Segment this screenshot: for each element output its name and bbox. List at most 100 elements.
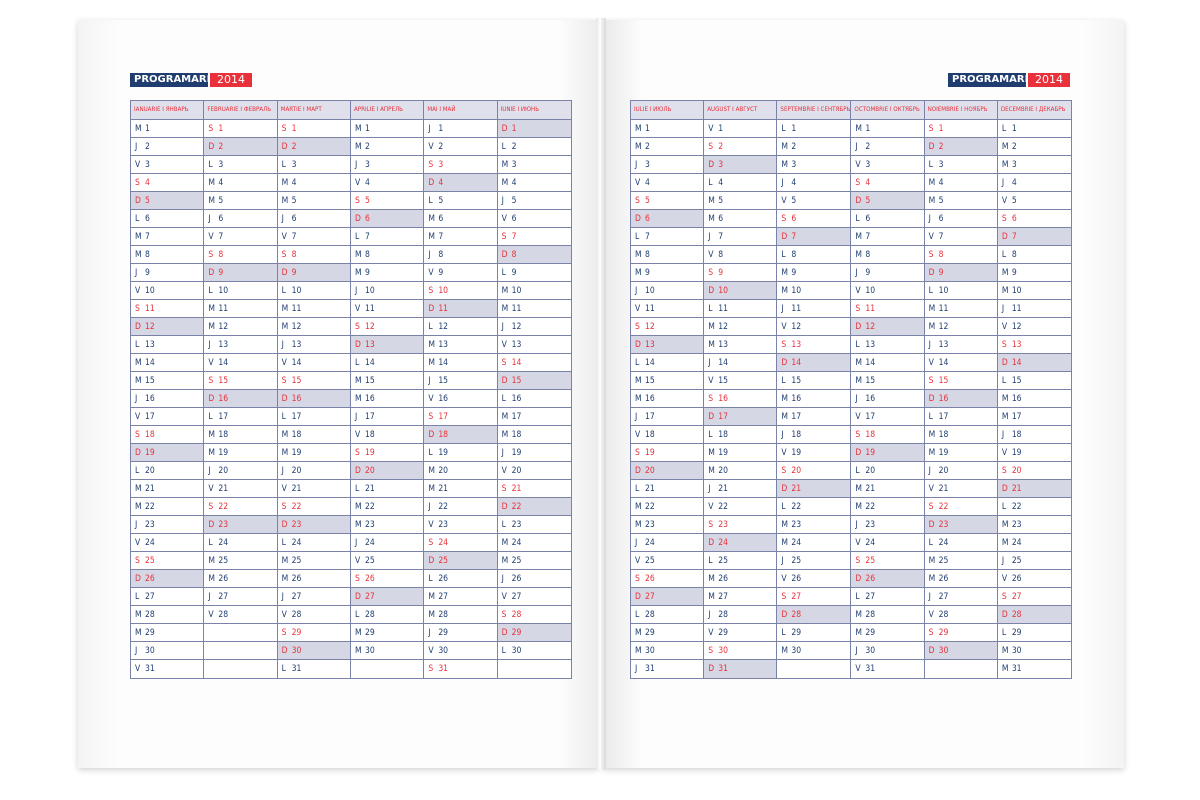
day-number: 30: [364, 646, 375, 656]
weekday-letter: J: [208, 466, 211, 476]
day-number: 30: [938, 646, 949, 656]
weekday-letter: D: [708, 160, 715, 170]
day-cell: S 13: [777, 336, 851, 354]
day-cell: V 26: [777, 570, 851, 588]
day-cell: V 14: [277, 354, 350, 372]
weekday-letter: V: [501, 340, 507, 350]
day-cell: M 17: [777, 408, 851, 426]
weekday-letter: M: [781, 142, 789, 152]
day-number: 5: [645, 196, 650, 206]
weekday-letter: J: [428, 124, 431, 134]
day-cell: V 27: [497, 588, 571, 606]
weekday-letter: S: [281, 502, 287, 512]
day-cell: L 31: [278, 660, 350, 678]
day-number: 9: [364, 268, 370, 278]
day-number: 6: [791, 214, 797, 224]
day-cell: M 16: [350, 390, 424, 408]
weekday-letter: L: [708, 178, 713, 188]
day-number: 25: [438, 556, 449, 566]
weekday-letter: M: [781, 538, 789, 548]
day-cell: L 13: [851, 336, 924, 354]
day-number: 10: [791, 286, 802, 296]
day-number: 20: [438, 466, 449, 476]
weekday-letter: L: [208, 160, 213, 170]
weekday-letter: L: [354, 484, 360, 494]
day-number: 16: [865, 394, 876, 404]
header-year: 2014: [1028, 73, 1070, 87]
day-number: 10: [718, 286, 728, 296]
weekday-letter: D: [781, 610, 788, 620]
month-column: MAI I МАЙ J 1 V 2 S 3 D 4 L 5 M 6 M 7 J 8 V 9 S 10 D 11 L 12 M 13 M…: [424, 101, 498, 678]
weekday-letter: M: [135, 232, 142, 242]
day-number: 6: [645, 214, 650, 224]
day-cell: J 10: [631, 282, 704, 300]
day-number: 13: [865, 340, 876, 350]
month-header: FEBRUARIE I ФЕВРАЛЬ: [204, 101, 277, 120]
day-number: 1: [145, 124, 150, 134]
weekday-letter: L: [428, 322, 433, 332]
day-cell: D 17: [704, 408, 777, 426]
weekday-letter: V: [208, 484, 214, 494]
day-number: 16: [291, 394, 302, 404]
weekday-letter: L: [281, 160, 286, 170]
day-cell: S 19: [631, 444, 704, 462]
day-cell: [351, 660, 423, 678]
weekday-letter: M: [855, 232, 863, 242]
day-cell: V 18: [631, 426, 704, 444]
day-number: 15: [865, 376, 876, 386]
weekday-letter: S: [428, 286, 434, 296]
day-cell: J 24: [631, 534, 704, 552]
day-number: 7: [145, 232, 150, 242]
day-cell: J 17: [631, 408, 704, 426]
day-cell: J 27: [204, 588, 277, 606]
day-number: 17: [291, 412, 302, 422]
day-number: 2: [291, 142, 297, 152]
weekday-letter: L: [928, 538, 933, 548]
day-number: 9: [218, 268, 224, 278]
weekday-letter: D: [635, 214, 641, 224]
day-cell: J 25: [997, 552, 1071, 570]
day-number: 9: [791, 268, 797, 278]
day-cell: D 15: [497, 372, 571, 390]
day-number: 15: [291, 376, 302, 386]
weekday-letter: J: [354, 412, 358, 422]
weekday-letter: M: [708, 340, 715, 350]
weekday-letter: D: [354, 466, 361, 476]
day-cell: J 11: [997, 300, 1071, 318]
weekday-letter: J: [354, 160, 358, 170]
weekday-letter: M: [281, 178, 289, 188]
day-number: 26: [364, 574, 375, 584]
weekday-letter: M: [928, 196, 936, 206]
weekday-letter: J: [928, 592, 931, 602]
day-cell: D 25: [424, 552, 497, 570]
day-number: 4: [291, 178, 297, 188]
day-cell: S 15: [204, 372, 277, 390]
day-number: 16: [791, 394, 802, 404]
day-number: 11: [865, 304, 876, 314]
weekday-letter: J: [708, 484, 711, 494]
day-cell: S 14: [497, 354, 571, 372]
day-number: 9: [438, 268, 444, 278]
day-cell: V 18: [350, 426, 424, 444]
day-number: 7: [645, 232, 650, 242]
weekday-letter: M: [781, 394, 789, 404]
day-number: 21: [364, 484, 375, 494]
weekday-letter: D: [135, 574, 141, 584]
weekday-letter: M: [135, 502, 142, 512]
day-number: 30: [438, 646, 449, 656]
day-number: 5: [145, 196, 150, 206]
day-number: 26: [438, 574, 449, 584]
weekday-letter: M: [208, 574, 215, 584]
day-number: 11: [511, 304, 522, 314]
day-number: 28: [511, 610, 522, 620]
header-title: PROGRAMARE: [948, 73, 1031, 87]
day-cell: D 19: [851, 444, 924, 462]
